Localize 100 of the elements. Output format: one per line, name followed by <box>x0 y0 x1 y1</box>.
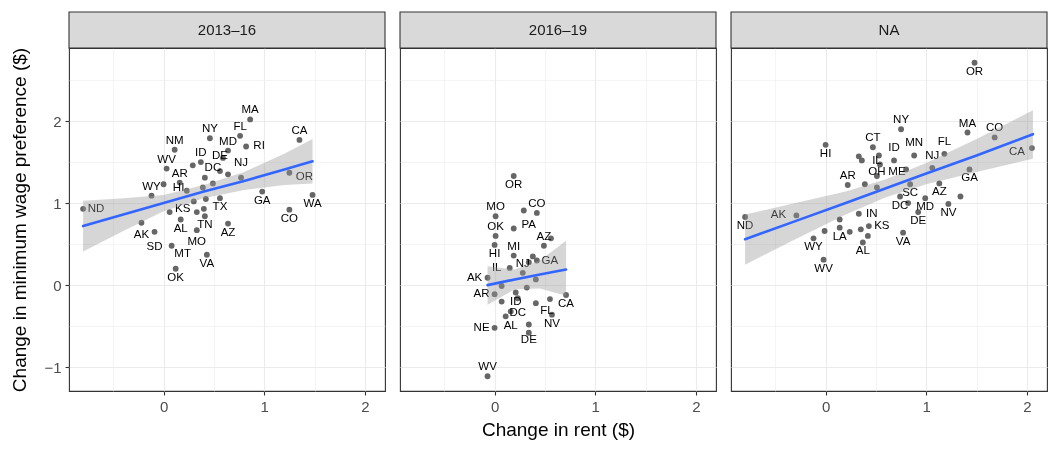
data-label: AR <box>171 166 188 179</box>
point <box>177 216 184 223</box>
data-label: MO <box>187 235 207 248</box>
point <box>238 174 244 181</box>
point <box>523 284 530 291</box>
point <box>857 226 864 233</box>
data-label: DE <box>520 332 538 345</box>
data-label: MA <box>958 116 977 129</box>
data-label: AL <box>855 244 871 257</box>
point <box>991 134 998 141</box>
data-label: MN <box>905 136 924 149</box>
point <box>510 225 517 232</box>
data-label: LA <box>832 229 848 242</box>
data-label: DE <box>211 149 229 162</box>
point <box>836 216 843 223</box>
data-label: WV <box>478 360 498 373</box>
point <box>941 150 948 157</box>
point <box>163 165 170 172</box>
data-label: WV <box>157 152 177 165</box>
data-label: ID <box>888 141 900 154</box>
x-tick-label: 2 <box>692 397 701 415</box>
data-label: DC <box>891 198 909 211</box>
point <box>541 242 547 249</box>
y-tick-label: 0 <box>53 276 62 294</box>
point <box>900 229 906 236</box>
data-label: DC <box>509 306 527 319</box>
point <box>237 132 243 139</box>
point <box>869 144 876 151</box>
point <box>891 157 897 164</box>
data-label: OR <box>295 169 314 182</box>
data-label: FL <box>540 304 555 317</box>
point <box>189 162 196 169</box>
data-label: OR <box>965 64 984 77</box>
point <box>506 265 513 271</box>
data-label: IL <box>491 260 503 273</box>
point <box>966 166 973 173</box>
point <box>1028 145 1035 152</box>
y-tick-label: −1 <box>44 358 62 376</box>
data-label: CA <box>558 296 575 309</box>
data-label: AL <box>503 319 519 332</box>
x-tick-label: 0 <box>159 397 169 415</box>
point <box>898 126 904 133</box>
data-label: FL <box>937 134 952 147</box>
point <box>80 205 86 212</box>
point <box>936 180 943 187</box>
point <box>286 206 293 213</box>
point <box>820 256 827 263</box>
point <box>964 129 971 136</box>
point <box>529 253 536 260</box>
point <box>138 219 145 226</box>
point <box>193 227 200 234</box>
point <box>197 159 204 165</box>
y-tick-label: 1 <box>53 194 62 212</box>
data-label: IN <box>866 206 878 219</box>
point <box>247 116 254 123</box>
point <box>491 324 498 331</box>
data-label: WY <box>804 240 824 253</box>
point <box>865 223 872 229</box>
x-tick-label: 2 <box>1023 397 1032 415</box>
point <box>217 195 223 202</box>
point <box>855 210 862 217</box>
point <box>855 153 862 160</box>
data-label: GA <box>253 193 271 206</box>
data-label: PA <box>521 217 537 230</box>
point <box>309 191 316 198</box>
data-label: VA <box>895 234 911 247</box>
data-label: DE <box>910 214 927 227</box>
data-label: OR <box>505 178 523 191</box>
point <box>160 181 167 188</box>
point <box>864 233 871 239</box>
point <box>836 224 843 231</box>
point <box>844 182 851 188</box>
x-tick-label: 0 <box>490 397 500 415</box>
x-tick-label: 2 <box>361 397 370 415</box>
data-label: AK <box>770 208 787 221</box>
data-label: SC <box>902 186 919 199</box>
data-label: MA <box>241 103 260 116</box>
data-label: CO <box>280 211 299 224</box>
point <box>810 235 817 242</box>
point <box>202 196 209 202</box>
data-label: NM <box>165 133 184 146</box>
point <box>822 141 829 148</box>
point <box>193 209 200 216</box>
data-label: TX <box>212 200 228 213</box>
point <box>243 143 250 150</box>
point <box>563 292 569 298</box>
point <box>199 184 206 191</box>
data-label: GA <box>541 253 559 266</box>
data-label: ND <box>87 201 105 214</box>
data-label: MD <box>219 134 237 147</box>
point <box>510 173 517 179</box>
data-label: OH <box>868 165 886 178</box>
point <box>971 59 978 66</box>
data-label: AR <box>839 169 856 182</box>
chart-title: NA <box>878 21 900 38</box>
chart-title: 2013–16 <box>197 21 257 38</box>
data-label: MT <box>174 246 191 259</box>
point <box>519 269 526 276</box>
data-label: CT <box>865 131 881 144</box>
point <box>945 201 952 207</box>
